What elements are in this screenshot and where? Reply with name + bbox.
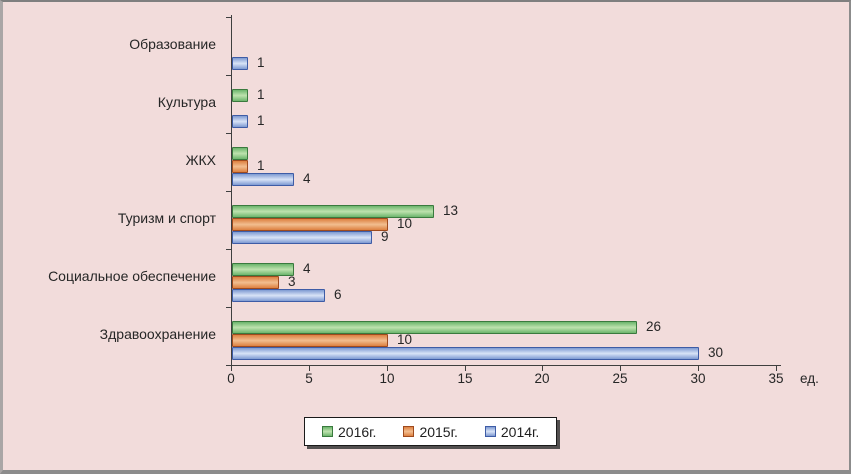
bar xyxy=(232,263,294,276)
x-axis-tick xyxy=(776,366,777,371)
bar-value-label: 1 xyxy=(257,158,265,173)
bar-value-label: 4 xyxy=(303,261,311,276)
x-axis-tick xyxy=(620,366,621,371)
bar-value-label: 10 xyxy=(397,216,413,231)
legend-item-2014: 2014г. xyxy=(484,423,540,440)
category-label: Здравоохранение xyxy=(99,326,216,342)
legend-item-2016: 2016г. xyxy=(322,424,376,440)
y-axis-tick xyxy=(226,191,231,192)
x-axis-tick xyxy=(698,366,699,371)
x-axis-tick xyxy=(542,366,543,371)
x-axis-tick-label: 0 xyxy=(227,371,235,386)
x-axis-tick-label: 35 xyxy=(768,371,784,386)
x-axis-tick xyxy=(231,366,232,371)
x-axis-tick-label: 25 xyxy=(612,371,628,386)
bar-value-label: 26 xyxy=(646,319,662,334)
x-axis-tick xyxy=(309,366,310,371)
category-label: Образование xyxy=(129,36,216,52)
bar xyxy=(232,231,372,244)
category-label: ЖКХ xyxy=(185,152,216,168)
bar-value-label: 1 xyxy=(257,113,265,128)
legend-item-2015: 2015г. xyxy=(403,423,458,440)
category-label: Социальное обеспечение xyxy=(48,268,216,284)
bar xyxy=(232,218,388,231)
bar xyxy=(232,205,434,218)
y-axis-tick xyxy=(226,249,231,250)
bar-value-label: 6 xyxy=(334,287,342,302)
bar xyxy=(232,276,279,289)
y-axis-tick xyxy=(226,307,231,308)
legend-label-2016: 2016г. xyxy=(338,423,377,440)
y-axis-tick xyxy=(226,133,231,134)
bar xyxy=(232,173,294,186)
x-axis-tick-label: 10 xyxy=(379,371,395,386)
y-axis-tick xyxy=(226,75,231,76)
category-label: Культура xyxy=(157,94,216,110)
bar xyxy=(232,334,388,347)
bar-value-label: 1 xyxy=(257,55,265,70)
bar-value-label: 1 xyxy=(257,87,265,102)
bar xyxy=(232,160,248,173)
x-axis-tick-label: 15 xyxy=(457,371,473,386)
legend-swatch-2015-icon xyxy=(403,426,415,437)
legend-swatch-2016-icon xyxy=(322,426,333,437)
x-axis-tick xyxy=(465,366,466,371)
bar xyxy=(232,147,248,160)
x-axis-tick-label: 5 xyxy=(305,371,313,386)
y-axis-line xyxy=(231,15,232,366)
bar xyxy=(232,89,248,102)
bar-value-label: 13 xyxy=(443,203,459,218)
bar xyxy=(232,115,248,128)
bar-value-label: 10 xyxy=(397,332,413,347)
bar-value-label: 30 xyxy=(708,345,724,360)
category-label: Туризм и спорт xyxy=(117,210,216,226)
x-axis-tick xyxy=(387,366,388,371)
y-axis-tick xyxy=(226,365,231,366)
y-axis-tick xyxy=(226,17,231,18)
x-axis-tick-label: 20 xyxy=(534,371,550,386)
bar xyxy=(232,57,248,70)
x-axis-line xyxy=(228,365,781,366)
bar-value-label: 9 xyxy=(381,229,389,244)
bar xyxy=(232,347,699,360)
legend-label-2014: 2014г. xyxy=(500,423,540,440)
bar xyxy=(232,289,325,302)
legend-label-2015: 2015г. xyxy=(419,423,458,440)
bar xyxy=(232,321,637,334)
bar-value-label: 3 xyxy=(288,274,296,289)
bar-value-label: 4 xyxy=(303,171,311,186)
legend-swatch-2014-icon xyxy=(484,426,496,437)
x-axis-tick-label: 30 xyxy=(690,371,706,386)
legend: 2016г. 2015г. 2014г. xyxy=(304,417,558,446)
x-axis-unit-label: ед. xyxy=(800,371,819,386)
